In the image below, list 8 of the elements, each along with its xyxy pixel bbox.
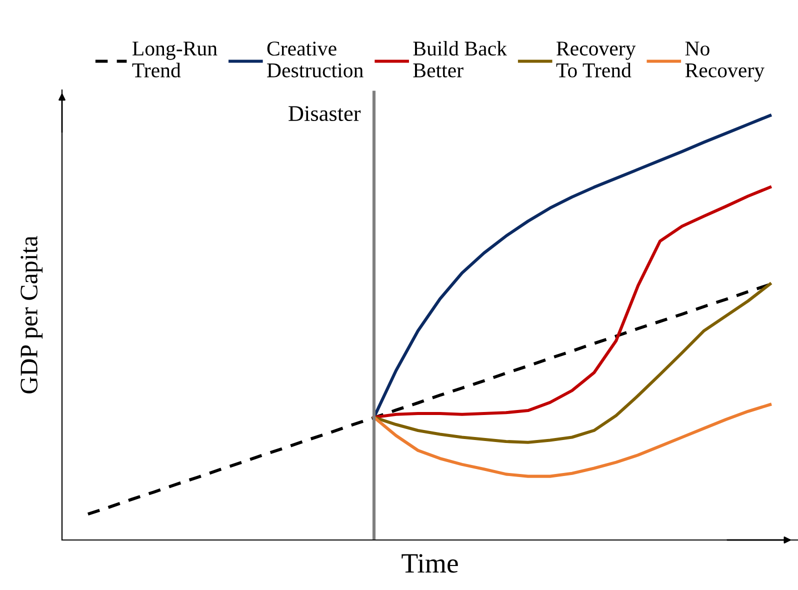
legend-label: Build Back Better — [413, 40, 507, 78]
legend-label: Long-Run Trend — [132, 42, 218, 78]
x-axis-title: Time — [402, 554, 458, 573]
legend-label: Recovery To Trend — [556, 42, 636, 78]
y-axis-title: GDP per Capita — [20, 236, 43, 394]
annotation: Disaster — [288, 106, 361, 122]
legend-label: No Recovery — [685, 42, 764, 82]
legend-label: Creative Destruction — [267, 42, 364, 78]
